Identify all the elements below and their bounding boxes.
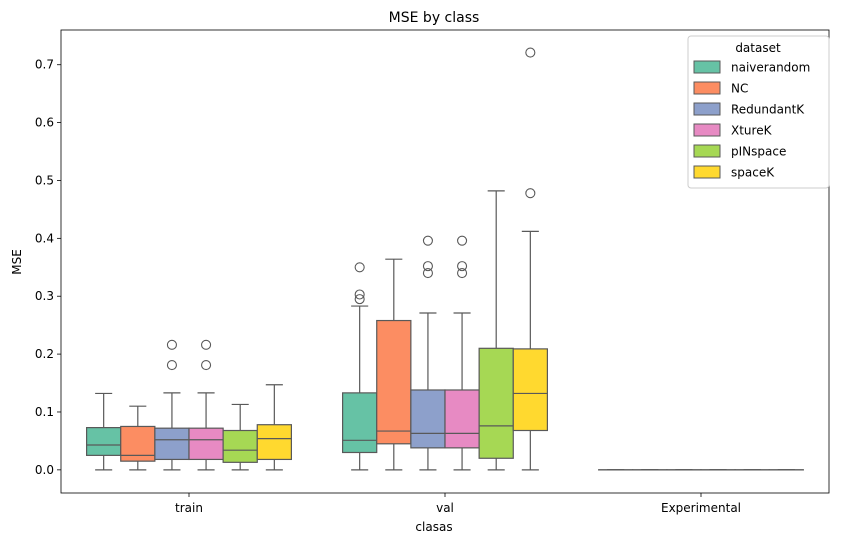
y-tick-label: 0.3	[35, 289, 54, 303]
legend-label-NC: NC	[731, 82, 748, 96]
outlier-point	[457, 235, 468, 246]
legend-swatch-XtureK	[693, 123, 721, 137]
y-tick-label: 0.2	[35, 347, 54, 361]
axes-frame	[60, 29, 830, 494]
plot-area	[85, 47, 804, 471]
box-NC-val	[376, 319, 412, 445]
y-tick-label: 0.1	[35, 405, 54, 419]
legend-label-naiverandom: naiverandom	[731, 61, 810, 75]
legend: dataset naiverandom NC RedundantK XtureK pIN…	[687, 35, 830, 189]
box-RedundantK-val	[410, 389, 446, 449]
legend-frame	[687, 35, 830, 189]
x-tick-label: val	[436, 501, 454, 515]
box-naiverandom-val	[342, 392, 378, 454]
legend-title: dataset	[735, 41, 781, 55]
box-XtureK-val	[444, 389, 480, 449]
y-tick-label: 0.5	[35, 173, 54, 187]
y-tick-label: 0.4	[35, 231, 54, 245]
legend-swatch-spaceK	[693, 165, 721, 179]
outlier-point	[525, 188, 536, 199]
outlier-point	[457, 268, 468, 279]
outlier-point	[457, 261, 468, 272]
outlier-point	[166, 360, 177, 371]
box-spaceK-val	[512, 348, 548, 432]
legend-label-XtureK: XtureK	[731, 124, 773, 138]
legend-label-spaceK: spaceK	[731, 166, 775, 180]
outlier-point	[422, 261, 433, 272]
axes: train val Experimental 0.0 0.1 0.2 0.3 0.4 0.5 0.…	[35, 29, 830, 515]
legend-label-RedundantK: RedundantK	[731, 103, 805, 117]
outlier-point	[525, 47, 536, 58]
box-pINspace-train	[222, 429, 258, 463]
legend-swatch-RedundantK	[693, 102, 721, 116]
legend-swatch-pINspace	[693, 144, 721, 158]
outlier-point	[354, 262, 365, 273]
outlier-point	[422, 235, 433, 246]
outlier-point	[201, 360, 212, 371]
outlier-point	[166, 339, 177, 350]
x-tick-label: train	[175, 501, 203, 515]
y-axis-label: MSE	[10, 249, 24, 275]
y-tick-label: 0.7	[35, 58, 54, 72]
box-pINspace-val	[478, 347, 514, 459]
chart-title: MSE by class	[389, 10, 480, 26]
box-RedundantK-train	[154, 427, 190, 461]
outlier-point	[354, 294, 365, 305]
x-tick-label: Experimental	[661, 501, 741, 515]
outlier-point	[201, 339, 212, 350]
y-tick-label: 0.6	[35, 116, 54, 130]
box-naiverandom-train	[85, 427, 122, 456]
legend-label-pINspace: pINspace	[731, 145, 786, 159]
box-spaceK-train	[256, 424, 292, 461]
legend-swatch-naiverandom	[693, 60, 721, 74]
outlier-point	[354, 289, 365, 300]
x-axis-label: clasas	[415, 520, 452, 534]
legend-swatch-NC	[693, 81, 721, 95]
y-tick-label: 0.0	[35, 463, 54, 477]
outlier-point	[422, 268, 433, 279]
box-XtureK-train	[188, 427, 224, 461]
